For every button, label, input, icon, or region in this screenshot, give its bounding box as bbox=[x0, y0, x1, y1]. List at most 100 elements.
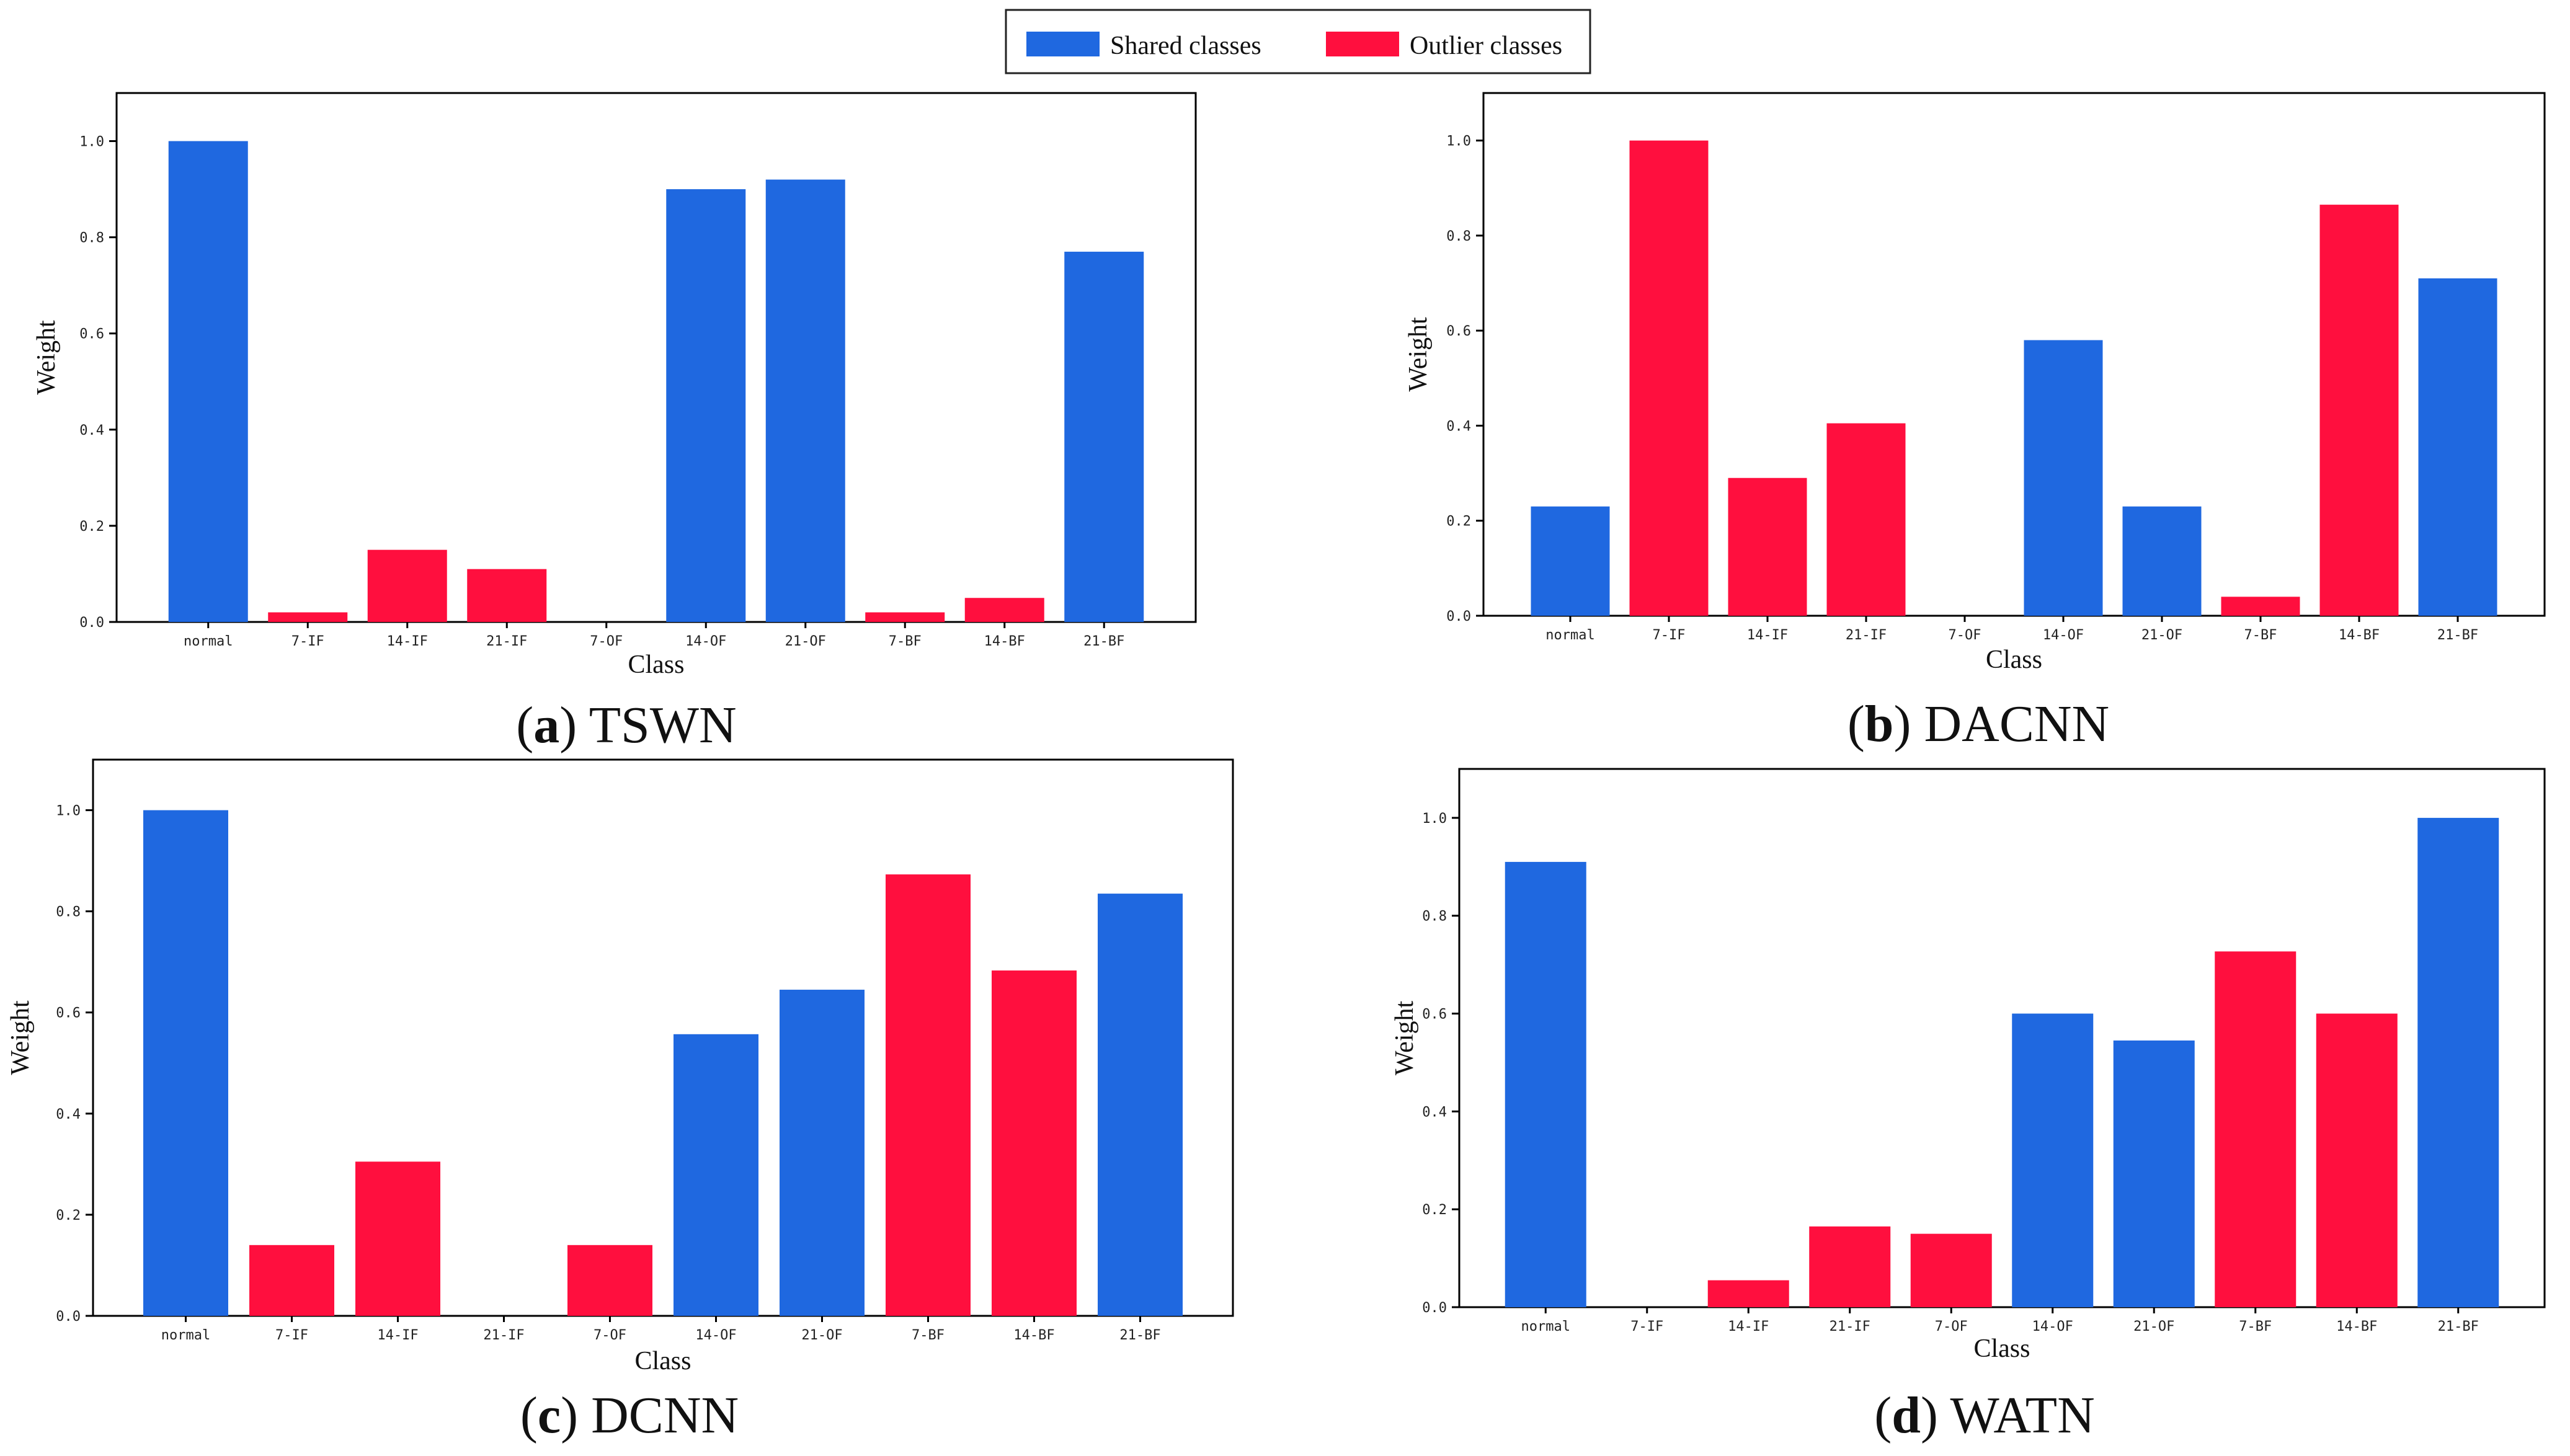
y-tick-label: 1.0 bbox=[1446, 134, 1471, 149]
y-tick-label: 0.6 bbox=[79, 327, 104, 342]
bar-7-BF bbox=[865, 612, 945, 622]
x-tick-label: 7-BF bbox=[2239, 1319, 2272, 1334]
bar-7-BF bbox=[886, 874, 971, 1316]
y-tick-label: 1.0 bbox=[56, 804, 81, 819]
x-axis-label: Class bbox=[634, 1347, 691, 1375]
y-tick-label: 0.2 bbox=[56, 1208, 81, 1223]
y-axis-label: Weight bbox=[6, 1000, 35, 1075]
x-axis-label: Class bbox=[628, 650, 684, 679]
y-tick-label: 0.4 bbox=[1422, 1104, 1447, 1120]
x-tick-label: 14-OF bbox=[695, 1328, 736, 1343]
bar-normal bbox=[1505, 861, 1586, 1307]
caption-letter: d bbox=[1892, 1387, 1921, 1444]
bar-14-BF bbox=[2316, 1013, 2398, 1307]
bar-14-OF bbox=[674, 1034, 758, 1316]
x-tick-label: 21-OF bbox=[2141, 628, 2182, 643]
x-tick-label: 7-IF bbox=[291, 634, 324, 649]
x-tick-label: 7-OF bbox=[590, 634, 623, 649]
x-tick-label: 21-IF bbox=[1830, 1319, 1870, 1334]
bar-21-OF bbox=[2113, 1040, 2195, 1307]
plot-area bbox=[1458, 768, 2546, 1308]
x-tick-label: 14-BF bbox=[1013, 1328, 1054, 1343]
x-tick-label: 7-BF bbox=[912, 1328, 945, 1343]
caption-letter: c bbox=[538, 1387, 561, 1444]
x-tick-label: 21-BF bbox=[2437, 628, 2478, 643]
y-tick-label: 0.0 bbox=[1422, 1300, 1447, 1316]
plot-area bbox=[115, 92, 1197, 623]
bar-21-IF bbox=[1809, 1226, 1891, 1307]
bar-14-OF bbox=[2024, 340, 2103, 616]
bar-21-OF bbox=[2122, 506, 2202, 616]
bar-21-IF bbox=[1826, 423, 1906, 616]
y-tick-label: 0.6 bbox=[1446, 324, 1471, 339]
y-tick-label: 0.4 bbox=[56, 1107, 81, 1122]
bar-14-IF bbox=[355, 1161, 440, 1316]
caption-model: DACNN bbox=[1924, 695, 2110, 753]
bar-21-BF bbox=[2418, 278, 2497, 616]
x-tick-label: 7-OF bbox=[1949, 628, 1981, 643]
x-tick-label: 14-IF bbox=[387, 634, 428, 649]
x-tick-label: 14-BF bbox=[2336, 1319, 2377, 1334]
y-tick-label: 0.2 bbox=[79, 519, 104, 535]
y-tick-label: 0.0 bbox=[56, 1309, 81, 1325]
x-tick-label: 7-BF bbox=[2244, 628, 2277, 643]
bar-14-OF bbox=[2012, 1013, 2094, 1307]
bar-14-BF bbox=[992, 970, 1077, 1316]
x-tick-label: 7-IF bbox=[1630, 1319, 1663, 1334]
caption-letter: a bbox=[533, 696, 559, 754]
x-tick-label: 7-OF bbox=[1935, 1319, 1968, 1334]
plot-area bbox=[1482, 92, 2546, 617]
bar-normal bbox=[168, 141, 248, 622]
legend: Shared classes Outlier classes bbox=[1005, 9, 1591, 74]
caption-letter: b bbox=[1865, 695, 1894, 753]
x-axis-label: Class bbox=[1986, 646, 2042, 674]
x-tick-label: 7-OF bbox=[594, 1328, 626, 1343]
bar-7-BF bbox=[2215, 951, 2297, 1307]
bar-7-IF bbox=[1629, 140, 1709, 616]
x-tick-label: 14-OF bbox=[2043, 628, 2084, 643]
x-tick-label: 21-OF bbox=[2133, 1319, 2174, 1334]
x-tick-label: 21-IF bbox=[483, 1328, 524, 1343]
y-axis-label: Weight bbox=[32, 320, 61, 395]
legend-label-outlier: Outlier classes bbox=[1410, 32, 1562, 60]
panel-caption: (d) WATN bbox=[1874, 1387, 2094, 1444]
bar-21-OF bbox=[765, 179, 845, 623]
bar-21-BF bbox=[2417, 817, 2499, 1307]
x-tick-label: normal bbox=[184, 634, 233, 649]
x-tick-label: 14-BF bbox=[2339, 628, 2380, 643]
y-tick-label: 0.8 bbox=[1446, 229, 1471, 244]
y-tick-label: 0.0 bbox=[79, 615, 104, 631]
legend-box bbox=[1005, 9, 1591, 74]
bar-21-OF bbox=[780, 990, 865, 1316]
y-tick-label: 0.8 bbox=[56, 905, 81, 920]
panel-caption: (b) DACNN bbox=[1847, 695, 2109, 753]
x-tick-label: normal bbox=[1545, 628, 1594, 643]
bar-14-OF bbox=[666, 189, 746, 622]
chart-panel-a: 0.0 0.2 0.4 0.6 0.8 1.0 normal 7-IF 14-IF 21-IF 7-… bbox=[32, 92, 1197, 754]
x-tick-label: 21-BF bbox=[2438, 1319, 2479, 1334]
x-tick-label: 21-IF bbox=[1846, 628, 1887, 643]
caption-model: DCNN bbox=[591, 1387, 739, 1444]
x-tick-label: 14-IF bbox=[1747, 628, 1788, 643]
x-tick-label: 14-IF bbox=[377, 1328, 418, 1343]
x-tick-label: 7-IF bbox=[1653, 628, 1686, 643]
bar-7-IF bbox=[249, 1245, 334, 1316]
bar-14-IF bbox=[1707, 1280, 1789, 1307]
chart-panels: 0.0 0.2 0.4 0.6 0.8 1.0 normal 7-IF 14-IF 21-IF 7-… bbox=[6, 92, 2546, 1444]
bar-21-BF bbox=[1098, 894, 1183, 1316]
caption-model: WATN bbox=[1950, 1387, 2094, 1444]
chart-panel-d: 0.0 0.2 0.4 0.6 0.8 1.0 normal 7-IF 14-IF 21-IF 7-… bbox=[1390, 768, 2546, 1444]
bar-14-IF bbox=[1728, 477, 1807, 616]
bar-normal bbox=[143, 810, 228, 1316]
x-tick-label: 14-OF bbox=[685, 634, 726, 649]
bar-14-IF bbox=[367, 549, 447, 622]
y-tick-label: 0.6 bbox=[56, 1006, 81, 1021]
bar-21-BF bbox=[1064, 251, 1144, 622]
bar-14-BF bbox=[2319, 205, 2399, 616]
y-axis-label: Weight bbox=[1404, 317, 1433, 392]
bar-7-OF bbox=[1910, 1233, 1992, 1307]
y-tick-label: 0.8 bbox=[79, 231, 104, 246]
y-axis-label: Weight bbox=[1390, 1001, 1419, 1076]
x-tick-label: 21-OF bbox=[785, 634, 826, 649]
